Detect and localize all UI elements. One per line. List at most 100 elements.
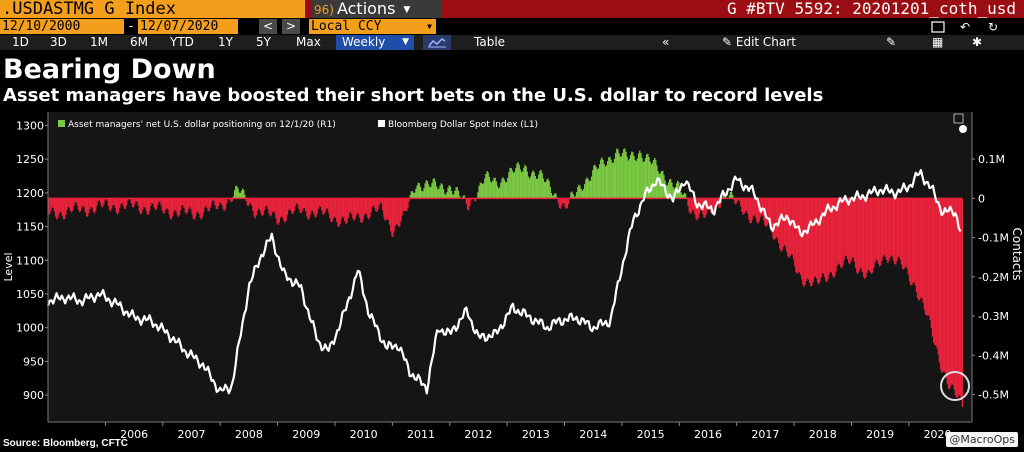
positioning-bar (72, 198, 73, 211)
period-1m[interactable]: 1M (90, 35, 108, 50)
positioning-bar (102, 198, 103, 207)
positioning-bar (366, 198, 367, 214)
back-icon[interactable]: ↶ (960, 20, 970, 34)
positioning-bar (747, 198, 748, 213)
x-tick-label: 2014 (579, 428, 607, 441)
positioning-bar (214, 198, 215, 205)
positioning-bar (413, 193, 414, 198)
positioning-bar (604, 164, 605, 198)
positioning-bar (776, 198, 777, 237)
positioning-bar (142, 198, 143, 209)
currency-select[interactable]: Local CCY▼ (309, 19, 436, 34)
refresh-icon[interactable]: ↻ (988, 20, 998, 34)
options-icon[interactable] (959, 125, 967, 133)
positioning-bar (543, 179, 544, 199)
positioning-bar (547, 178, 548, 198)
positioning-bar (962, 198, 963, 407)
x-tick-label: 2007 (177, 428, 205, 441)
positioning-bar (822, 198, 823, 273)
positioning-bar (754, 198, 755, 215)
positioning-bar (868, 198, 869, 270)
positioning-bar (615, 153, 616, 199)
start-date-input[interactable]: 12/10/2000 (0, 19, 124, 34)
positioning-bar (138, 198, 139, 206)
x-tick-label: 2015 (637, 428, 665, 441)
positioning-bar (762, 198, 763, 215)
actions-menu[interactable]: 96)Actions▼ (311, 0, 441, 18)
period-ytd[interactable]: YTD (170, 35, 194, 50)
positioning-bar (610, 160, 611, 199)
positioning-bar (507, 178, 508, 198)
positioning-bar (798, 198, 799, 272)
positioning-bar (344, 198, 345, 221)
positioning-bar (881, 198, 882, 260)
positioning-bar (56, 198, 57, 219)
positioning-bar (140, 198, 141, 214)
positioning-bar (303, 198, 304, 208)
ticker-field[interactable]: .USDASTMG G Index (0, 0, 305, 18)
period-max[interactable]: Max (296, 35, 321, 50)
positioning-bar (884, 198, 885, 255)
chart-type-button[interactable] (423, 35, 451, 50)
chevron-right-icon: > (286, 19, 296, 33)
positioning-bar (377, 198, 378, 209)
positioning-bar (807, 198, 808, 278)
positioning-bar (318, 198, 319, 209)
positioning-bar (329, 198, 330, 218)
frequency-select[interactable]: Weekly▼ (336, 35, 414, 50)
edit-chart-button[interactable]: ✎ Edit Chart (722, 35, 796, 50)
actions-label: Actions (337, 0, 395, 18)
positioning-bar (204, 198, 205, 207)
period-5y[interactable]: 5Y (256, 35, 271, 50)
positioning-bar (598, 168, 599, 198)
positioning-bar (920, 198, 921, 297)
positioning-bar (147, 198, 148, 214)
table-button[interactable]: Table (474, 35, 505, 50)
period-3d[interactable]: 3D (50, 35, 67, 50)
positioning-bar (841, 198, 842, 268)
positioning-bar (855, 198, 856, 267)
left-tick-label: 1100 (16, 254, 44, 267)
positioning-bar (175, 198, 176, 211)
positioning-bar (591, 177, 592, 199)
positioning-bar (310, 198, 311, 214)
positioning-bar (342, 198, 343, 216)
positioning-bar (96, 198, 97, 206)
period-6m[interactable]: 6M (130, 35, 148, 50)
right-tick-label: -0.4M (978, 349, 1009, 362)
positioning-bar (545, 182, 546, 198)
share-icon[interactable]: ▦ (932, 35, 943, 50)
positioning-bar (80, 198, 81, 211)
document-title: G #BTV 5592: 20201201_coth_usd (727, 0, 1016, 18)
positioning-bar (690, 198, 691, 214)
positioning-bar (368, 198, 369, 219)
positioning-bar (54, 198, 55, 211)
positioning-bar (442, 185, 443, 199)
gear-icon[interactable]: ✱ (972, 35, 982, 50)
positioning-bar (529, 179, 530, 199)
positioning-bar (423, 188, 424, 198)
left-tick-label: 1000 (16, 322, 44, 335)
menu-icon[interactable] (932, 22, 944, 32)
collapse-icon[interactable]: « (662, 35, 669, 50)
currency-label: Local CCY (311, 19, 381, 34)
period-1d[interactable]: 1D (12, 35, 29, 50)
positioning-bar (630, 155, 631, 199)
positioning-bar (181, 198, 182, 206)
positioning-bar (586, 177, 587, 198)
next-period-button[interactable]: > (282, 19, 300, 34)
positioning-bar (430, 187, 431, 199)
positioning-bar (389, 198, 390, 225)
edit-icon[interactable]: ✎ (886, 35, 896, 50)
positioning-bar (120, 198, 121, 204)
end-date-input[interactable]: 12/07/2020 (138, 19, 238, 34)
positioning-bar (399, 198, 400, 226)
period-1y[interactable]: 1Y (218, 35, 233, 50)
positioning-bar (894, 198, 895, 264)
positioning-bar (298, 198, 299, 208)
positioning-bar (500, 183, 501, 199)
positioning-bar (641, 158, 642, 198)
prev-period-button[interactable]: < (259, 19, 277, 34)
legend-swatch-positioning (58, 120, 65, 127)
positioning-bar (315, 198, 316, 217)
